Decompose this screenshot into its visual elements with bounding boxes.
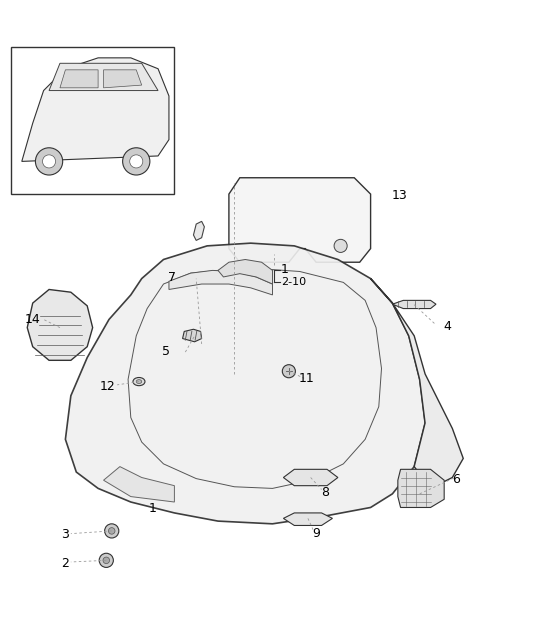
Polygon shape — [49, 63, 158, 90]
Text: 9: 9 — [312, 527, 320, 540]
Polygon shape — [392, 300, 436, 308]
Polygon shape — [218, 259, 272, 284]
Polygon shape — [104, 70, 142, 88]
Polygon shape — [65, 243, 425, 524]
Polygon shape — [371, 279, 463, 489]
Text: 1: 1 — [149, 502, 156, 515]
Text: 8: 8 — [321, 485, 329, 499]
FancyBboxPatch shape — [11, 47, 174, 194]
Polygon shape — [27, 290, 93, 360]
Circle shape — [105, 524, 119, 538]
Text: 11: 11 — [299, 372, 314, 385]
Circle shape — [103, 557, 110, 563]
Polygon shape — [60, 70, 98, 88]
Ellipse shape — [133, 377, 145, 386]
Circle shape — [130, 155, 143, 168]
Text: 4: 4 — [443, 320, 451, 333]
Circle shape — [99, 553, 113, 568]
Polygon shape — [283, 513, 332, 526]
Text: 1: 1 — [281, 263, 288, 276]
Text: 13: 13 — [392, 188, 407, 202]
Polygon shape — [229, 178, 371, 263]
Polygon shape — [193, 221, 204, 241]
Circle shape — [35, 148, 63, 175]
Circle shape — [108, 528, 115, 534]
Circle shape — [334, 239, 347, 252]
Text: 5: 5 — [162, 345, 170, 357]
Ellipse shape — [136, 380, 142, 384]
Text: 3: 3 — [62, 528, 69, 541]
Polygon shape — [104, 467, 174, 502]
Text: 6: 6 — [452, 473, 460, 485]
Text: 14: 14 — [25, 313, 40, 326]
Polygon shape — [183, 329, 202, 342]
Circle shape — [43, 155, 56, 168]
Circle shape — [123, 148, 150, 175]
Polygon shape — [22, 58, 169, 161]
Polygon shape — [398, 469, 444, 507]
Polygon shape — [283, 469, 338, 485]
Circle shape — [282, 365, 295, 378]
Text: 2: 2 — [62, 556, 69, 570]
Text: 12: 12 — [100, 380, 116, 393]
Text: 2-10: 2-10 — [281, 277, 306, 287]
Polygon shape — [169, 271, 272, 295]
Text: 7: 7 — [168, 271, 175, 284]
